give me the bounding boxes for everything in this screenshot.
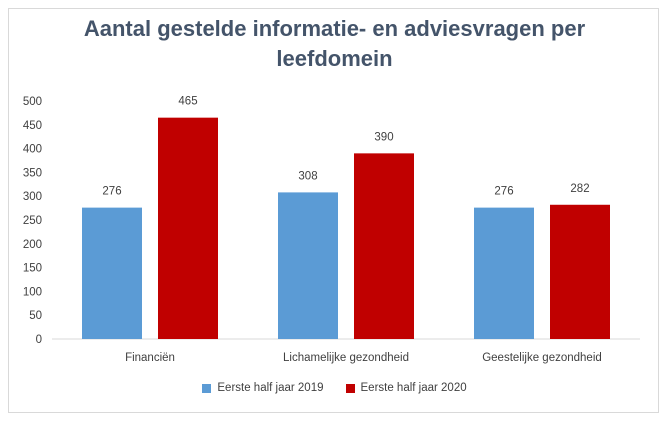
bar <box>82 207 142 339</box>
bar <box>158 117 218 339</box>
x-category-label: Financiën <box>125 352 175 364</box>
data-label: 282 <box>570 183 589 195</box>
chart-title-line-2: leefdomein <box>276 46 393 71</box>
y-tick-label: 300 <box>23 191 42 203</box>
y-tick-label: 0 <box>36 334 42 346</box>
legend: Eerste half jaar 2019 Eerste half jaar 2… <box>0 382 669 394</box>
legend-swatch-2020 <box>345 383 355 393</box>
y-tick-label: 400 <box>23 144 42 156</box>
y-tick-label: 50 <box>29 310 42 322</box>
data-label: 390 <box>374 131 393 143</box>
legend-label-2020: Eerste half jaar 2020 <box>360 382 467 394</box>
y-tick-label: 150 <box>23 263 42 275</box>
legend-label-2019: Eerste half jaar 2019 <box>217 382 324 394</box>
data-label: 276 <box>494 186 513 198</box>
y-tick-label: 200 <box>23 239 42 251</box>
y-tick-label: 500 <box>23 96 42 108</box>
data-label: 276 <box>102 186 121 198</box>
x-category-label: Geestelijke gezondheid <box>482 352 602 364</box>
data-label: 465 <box>178 96 197 108</box>
legend-item-2020: Eerste half jaar 2020 <box>345 382 467 394</box>
y-tick-label: 250 <box>23 215 42 227</box>
y-tick-label: 450 <box>23 120 42 132</box>
bar <box>550 204 610 339</box>
legend-swatch-2019 <box>202 383 212 393</box>
y-tick-label: 100 <box>23 286 42 298</box>
y-tick-label: 350 <box>23 167 42 179</box>
bar <box>278 192 338 339</box>
data-label: 308 <box>298 170 317 182</box>
bar <box>354 153 414 339</box>
x-category-label: Lichamelijke gezondheid <box>283 352 409 364</box>
legend-item-2019: Eerste half jaar 2019 <box>202 382 324 394</box>
bar <box>474 207 534 339</box>
chart-title: Aantal gestelde informatie- en adviesvra… <box>0 14 669 74</box>
chart-title-line-1: Aantal gestelde informatie- en adviesvra… <box>83 16 586 41</box>
